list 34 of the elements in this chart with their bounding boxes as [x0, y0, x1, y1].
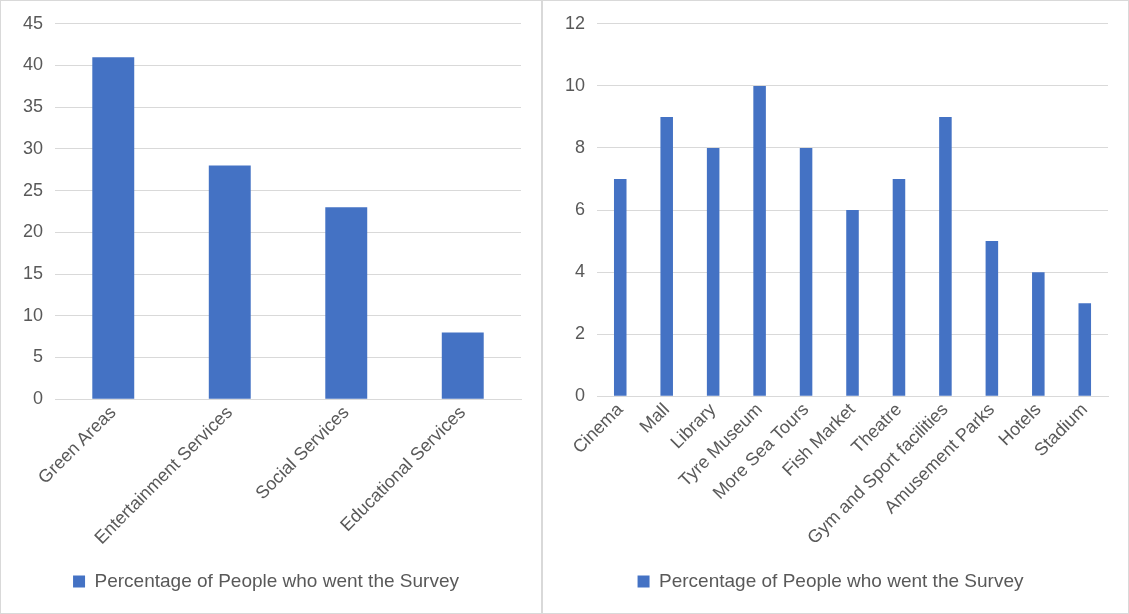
bar: [706, 147, 720, 396]
y-tick-label: 25: [22, 179, 44, 200]
y-tick-label: 10: [564, 74, 586, 95]
bar: [660, 116, 673, 396]
bar: [613, 179, 627, 396]
y-tick-label: 5: [33, 346, 44, 367]
bar: [441, 332, 484, 399]
y-tick-label: 15: [22, 263, 44, 283]
y-tick-label: 8: [575, 136, 586, 157]
y-tick-label: 30: [22, 137, 44, 158]
y-tick-label: 0: [575, 385, 586, 406]
bar: [939, 116, 952, 396]
y-tick-label: 0: [33, 388, 44, 409]
bar: [325, 207, 368, 399]
bar: [753, 85, 766, 396]
y-tick-label: 2: [575, 323, 586, 344]
y-tick-label: 6: [575, 199, 586, 220]
y-tick-label: 12: [564, 12, 586, 33]
legend-label: Percentage of People who went the Survey: [94, 569, 460, 591]
y-tick-label: 20: [22, 221, 44, 242]
y-tick-label: 45: [22, 12, 44, 33]
bar: [1032, 272, 1045, 396]
bar: [892, 179, 906, 396]
y-tick-label: 40: [22, 54, 44, 75]
bar: [92, 57, 135, 399]
bar: [799, 147, 813, 396]
y-tick-label: 35: [22, 96, 44, 117]
legend-label: Percentage of People who went the Survey: [659, 569, 1024, 591]
y-tick-label: 10: [22, 304, 44, 325]
bar: [208, 165, 251, 399]
bar: [1078, 303, 1092, 396]
bar: [846, 210, 859, 396]
bar: [985, 241, 999, 396]
y-tick-label: 4: [575, 261, 586, 282]
